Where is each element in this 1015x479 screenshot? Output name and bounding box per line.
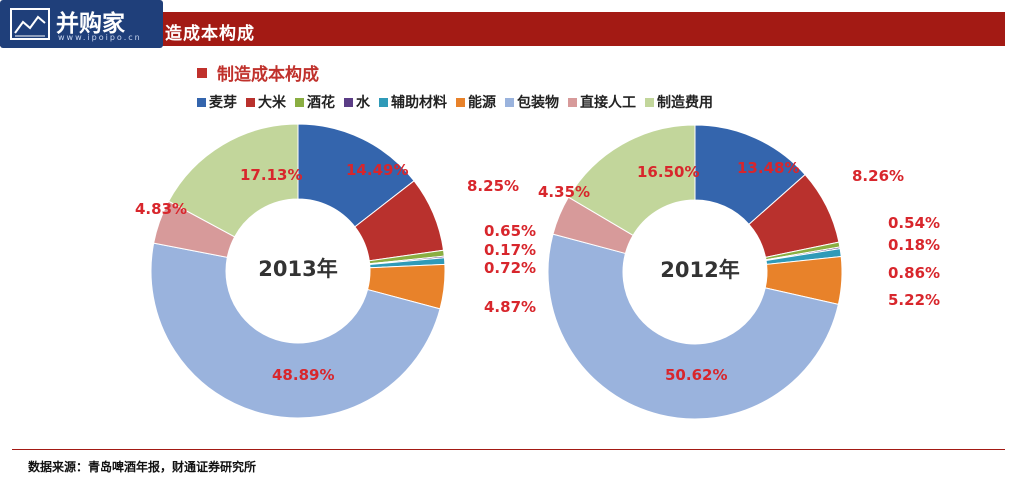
legend-swatch bbox=[246, 97, 255, 107]
legend-swatch bbox=[456, 97, 465, 107]
data-label: 5.22% bbox=[888, 291, 940, 309]
legend-label: 酒花 bbox=[307, 95, 335, 111]
chart-title-swatch bbox=[197, 67, 207, 78]
legend-swatch bbox=[197, 97, 206, 107]
data-label: 48.89% bbox=[272, 366, 334, 384]
donut-slice bbox=[150, 242, 441, 419]
donut-chart-1: 14.49% 8.25% 0.65%0.17%0.72% 4.87% 48.89% 4.8… bbox=[135, 123, 536, 419]
legend-item-overhead: 制造费用 bbox=[645, 92, 713, 112]
chart-logo-icon bbox=[10, 8, 50, 40]
legend-label: 麦芽 bbox=[209, 95, 237, 111]
data-label: 0.86% bbox=[888, 264, 940, 282]
data-label: 4.87% bbox=[484, 298, 536, 316]
data-label: 17.13% bbox=[240, 166, 302, 184]
center-year-label: 2013年 bbox=[258, 257, 337, 281]
legend-label: 制造费用 bbox=[657, 95, 713, 111]
logo-url: www.ipoipo.cn bbox=[58, 33, 142, 42]
donut-slice bbox=[567, 124, 696, 237]
donut-charts: 14.49% 8.25% 0.65%0.17%0.72% 4.87% 48.89% 4.8… bbox=[135, 123, 940, 420]
data-label: 16.50% bbox=[637, 163, 699, 181]
legend-item-packaging: 包装物 bbox=[505, 92, 559, 112]
data-label: 14.49% bbox=[346, 161, 408, 179]
legend-item-hops: 酒花 bbox=[295, 92, 335, 112]
legend-label: 大米 bbox=[258, 95, 286, 111]
data-label: 13.48% bbox=[737, 159, 799, 177]
footer-divider bbox=[12, 449, 1005, 450]
legend-item-water: 水 bbox=[344, 92, 370, 112]
legend-item-malt: 麦芽 bbox=[197, 92, 237, 112]
legend-label: 辅助材料 bbox=[391, 95, 447, 111]
chart-title: 制造成本构成 bbox=[217, 65, 319, 85]
legend-label: 包装物 bbox=[517, 95, 559, 111]
data-label: 0.54% bbox=[888, 214, 940, 232]
legend-swatch bbox=[295, 97, 304, 107]
data-label: 0.72% bbox=[484, 259, 536, 277]
center-year-label: 2012年 bbox=[660, 258, 739, 282]
legend-swatch bbox=[379, 97, 388, 107]
chart-legend: 麦芽 大米 酒花 水 辅助材料 能源 包装物 直接人工 制造费用 bbox=[197, 92, 713, 112]
legend-item-rice: 大米 bbox=[246, 92, 286, 112]
legend-item-energy: 能源 bbox=[456, 92, 496, 112]
legend-label: 直接人工 bbox=[580, 95, 636, 111]
legend-item-auxiliary: 辅助材料 bbox=[379, 92, 447, 112]
data-label: 8.25% bbox=[467, 177, 519, 195]
data-label: 0.17% bbox=[484, 241, 536, 259]
donut-slice bbox=[547, 233, 839, 420]
data-label: 0.18% bbox=[888, 236, 940, 254]
legend-swatch bbox=[645, 97, 654, 107]
logo: 并购家 www.ipoipo.cn bbox=[0, 0, 163, 48]
data-label: 4.35% bbox=[538, 183, 590, 201]
legend-swatch bbox=[505, 97, 514, 107]
legend-label: 能源 bbox=[468, 95, 496, 111]
data-label: 50.62% bbox=[665, 366, 727, 384]
data-label: 0.65% bbox=[484, 222, 536, 240]
logo-text: 并购家 bbox=[56, 11, 125, 37]
chart-title-block: 制造成本构成 bbox=[197, 60, 319, 85]
legend-item-labor: 直接人工 bbox=[568, 92, 636, 112]
legend-swatch bbox=[344, 97, 353, 107]
legend-label: 水 bbox=[356, 95, 370, 111]
donut-chart-2: 13.48% 8.26% 0.54% 0.18% 0.86% 5.22% 50.62% 4.3… bbox=[538, 124, 940, 420]
data-label: 4.83% bbox=[135, 200, 187, 218]
data-label: 8.26% bbox=[852, 167, 904, 185]
legend-swatch bbox=[568, 97, 577, 107]
source-note: 数据来源：青岛啤酒年报，财通证券研究所 bbox=[28, 460, 257, 474]
page-title: 造成本构成 bbox=[165, 24, 255, 44]
donut-slice bbox=[167, 123, 299, 238]
header-bar bbox=[0, 12, 1005, 46]
